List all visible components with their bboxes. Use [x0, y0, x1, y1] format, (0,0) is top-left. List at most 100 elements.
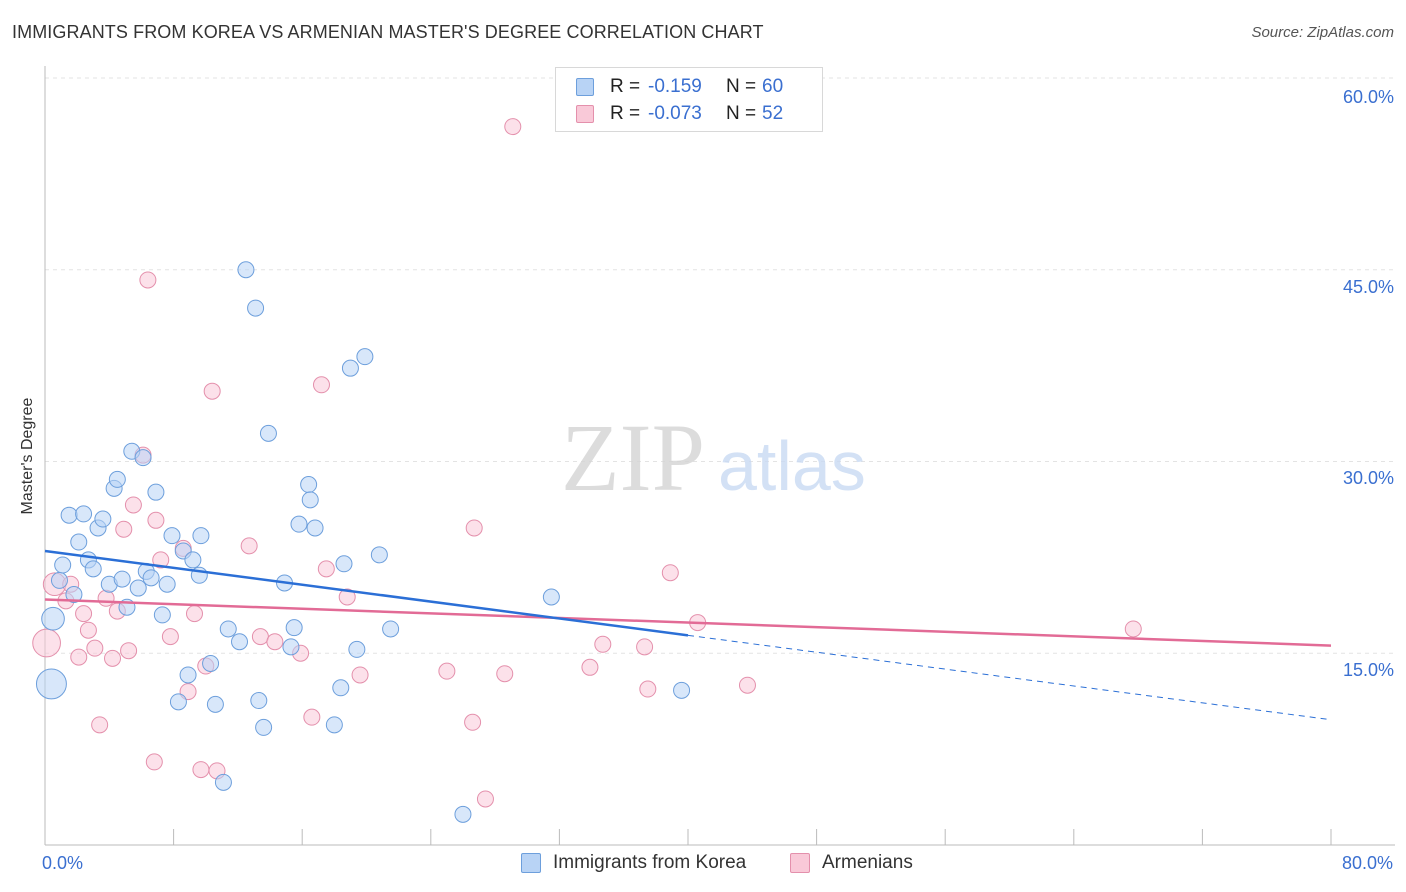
legend-label-armenians: Armenians: [822, 852, 913, 873]
data-point-korea: [247, 299, 265, 317]
data-point-korea: [382, 620, 400, 638]
x-tick-max: 80.0%: [1341, 853, 1393, 873]
data-point-korea: [94, 510, 112, 528]
watermark: ZIP atlas: [561, 404, 866, 511]
data-point-korea: [325, 716, 343, 734]
data-point-armenians: [124, 496, 142, 514]
n-value-armenians: 52: [762, 103, 784, 124]
data-point-armenians: [636, 638, 654, 656]
data-point-armenians: [75, 605, 93, 623]
data-point-armenians: [97, 589, 115, 607]
legend-swatch-armenians: [576, 105, 594, 123]
data-point-korea: [134, 449, 152, 467]
series-legend: Immigrants from Korea Armenians: [0, 852, 1406, 878]
data-point-armenians: [115, 520, 133, 538]
data-point-korea: [348, 640, 366, 658]
legend-swatch-korea: [576, 78, 594, 96]
data-point-korea: [142, 569, 160, 587]
data-point-armenians: [661, 564, 679, 582]
data-point-armenians: [738, 676, 756, 694]
data-point-korea: [370, 546, 388, 564]
data-point-armenians: [120, 642, 138, 660]
data-point-armenians: [251, 628, 269, 646]
data-point-armenians: [145, 753, 163, 771]
n-label: N =: [726, 103, 757, 124]
n-label: N =: [726, 76, 757, 97]
data-point-korea: [542, 588, 560, 606]
data-point-korea: [163, 527, 181, 545]
series-korea-points: [35, 261, 691, 823]
data-point-korea: [169, 693, 187, 711]
data-point-armenians: [312, 376, 330, 394]
data-point-armenians: [438, 662, 456, 680]
legend-label-korea: Immigrants from Korea: [553, 852, 747, 873]
data-point-armenians: [504, 118, 522, 136]
data-point-korea: [50, 571, 68, 589]
y-tick-30: 30.0%: [1342, 468, 1394, 488]
legend-item-armenians[interactable]: Armenians: [790, 852, 913, 874]
axes: [44, 66, 1395, 846]
data-point-korea: [250, 692, 268, 710]
legend-row-armenians: R = -0.073 N = 52: [576, 102, 783, 126]
trend-line-korea-extrapolated: [687, 634, 1332, 721]
data-point-korea: [306, 519, 324, 537]
data-point-korea: [454, 805, 472, 823]
data-point-armenians: [581, 658, 599, 676]
data-point-armenians: [185, 605, 203, 623]
y-tick-60: 60.0%: [1342, 87, 1394, 107]
data-point-armenians: [496, 665, 514, 683]
data-point-korea: [153, 606, 171, 624]
trend-line-armenians: [44, 598, 1332, 647]
data-point-korea: [206, 695, 224, 713]
r-value-armenians: -0.073: [648, 103, 702, 124]
data-point-armenians: [266, 633, 284, 651]
data-point-armenians: [32, 628, 61, 658]
r-label: R =: [610, 76, 641, 97]
data-point-korea: [341, 359, 359, 377]
data-point-korea: [202, 654, 220, 672]
y-tick-45: 45.0%: [1342, 277, 1394, 297]
legend-item-korea[interactable]: Immigrants from Korea: [521, 852, 746, 874]
n-value-korea: 60: [762, 76, 784, 97]
data-point-korea: [65, 585, 83, 603]
data-point-armenians: [91, 716, 109, 734]
data-point-korea: [356, 348, 374, 366]
correlation-legend: R = -0.159 N = 60 R = -0.073 N = 52: [555, 67, 823, 132]
data-point-korea: [75, 505, 93, 523]
trend-line-korea: [44, 549, 689, 637]
data-point-armenians: [476, 790, 494, 808]
data-point-armenians: [147, 511, 165, 529]
grid-lines: [45, 77, 1395, 654]
data-point-armenians: [1124, 620, 1142, 638]
data-point-armenians: [303, 708, 321, 726]
data-point-armenians: [317, 560, 335, 578]
data-point-armenians: [338, 588, 356, 606]
data-point-korea: [290, 515, 308, 533]
data-point-korea: [192, 527, 210, 545]
data-point-armenians: [86, 639, 104, 657]
trend-lines: [44, 549, 1332, 721]
data-point-korea: [41, 606, 65, 631]
data-point-korea: [231, 633, 249, 651]
data-point-korea: [285, 619, 303, 637]
source-label: Source: ZipAtlas.com: [1251, 24, 1394, 41]
data-point-armenians: [104, 649, 122, 667]
data-point-korea: [214, 773, 232, 791]
data-point-korea: [158, 575, 176, 593]
data-point-armenians: [594, 635, 612, 653]
data-point-korea: [35, 668, 67, 700]
data-point-korea: [237, 261, 255, 279]
data-point-korea: [70, 533, 88, 551]
data-point-korea: [84, 560, 102, 578]
chart-title: IMMIGRANTS FROM KOREA VS ARMENIAN MASTER…: [12, 22, 764, 42]
watermark-zip: ZIP: [561, 404, 705, 511]
data-point-korea: [282, 638, 300, 656]
data-point-korea: [108, 470, 126, 488]
data-point-armenians: [79, 621, 97, 639]
data-point-korea: [179, 666, 197, 684]
data-point-korea: [259, 424, 277, 442]
data-point-korea: [673, 681, 691, 699]
data-point-armenians: [464, 713, 482, 731]
legend-swatch-korea: [521, 853, 541, 873]
